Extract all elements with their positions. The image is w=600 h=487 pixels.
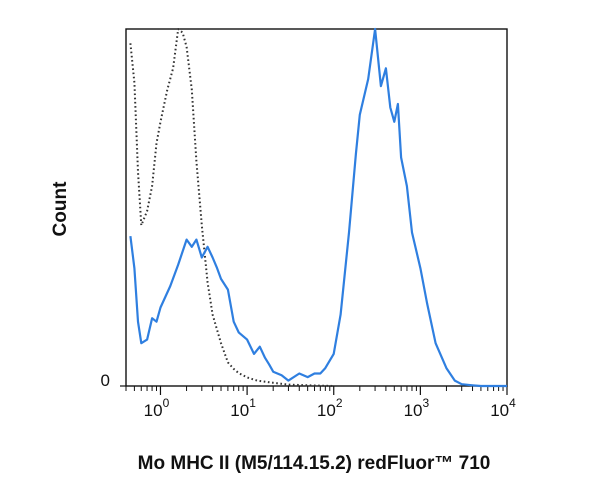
- x-tick-exponent: 0: [163, 396, 170, 410]
- x-tick-base: 10: [144, 401, 163, 420]
- x-tick-exponent: 2: [336, 396, 343, 410]
- plot-frame: [125, 28, 508, 387]
- y-axis-label: Count: [50, 181, 71, 237]
- control-histogram-line: [129, 28, 334, 387]
- y-axis-ticks: 0: [101, 371, 126, 390]
- x-tick-exponent: 3: [422, 396, 429, 410]
- x-tick-base: 10: [490, 401, 509, 420]
- x-tick-base: 10: [404, 401, 423, 420]
- x-axis-ticks: 100 101 102 103 104: [125, 386, 516, 420]
- x-tick-label: 102: [317, 396, 343, 420]
- x-tick-label: 100: [144, 396, 170, 420]
- x-tick-exponent: 1: [249, 396, 256, 410]
- x-tick-base: 10: [317, 401, 336, 420]
- y-tick-label: 0: [101, 371, 110, 390]
- plot-border: [125, 28, 508, 387]
- x-tick-base: 10: [230, 401, 249, 420]
- x-tick-exponent: 4: [509, 396, 516, 410]
- x-tick-label: 104: [490, 396, 516, 420]
- stained-histogram-line: [129, 27, 507, 388]
- x-tick-label: 103: [404, 396, 430, 420]
- histogram-series: [129, 27, 507, 388]
- x-axis-label: Mo MHC II (M5/114.15.2) redFluor™ 710: [138, 453, 491, 474]
- x-tick-label: 101: [230, 396, 256, 420]
